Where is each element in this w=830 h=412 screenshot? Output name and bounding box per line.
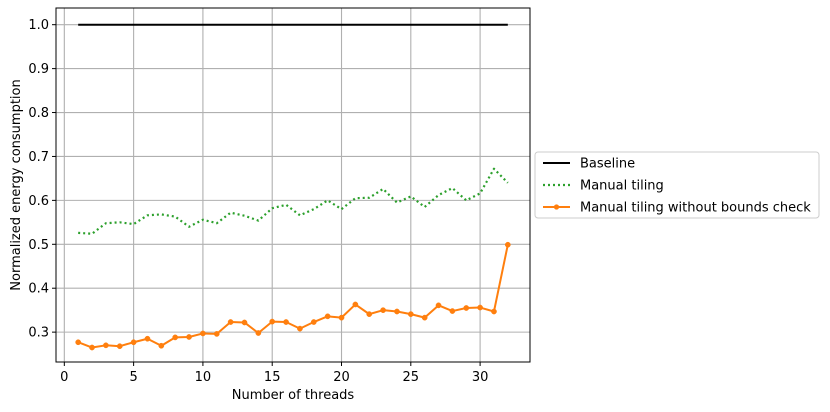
data-point-manual-tiling-without-bounds-check	[324, 313, 331, 320]
data-point-manual-tiling-without-bounds-check	[255, 330, 262, 336]
data-point-manual-tiling-without-bounds-check	[75, 339, 82, 346]
x-axis-label: Number of threads	[232, 388, 355, 403]
axes	[52, 7, 531, 366]
series-lines	[75, 23, 511, 351]
data-point-manual-tiling-without-bounds-check	[504, 241, 511, 248]
data-point-manual-tiling-without-bounds-check	[89, 344, 95, 351]
y-axis-label: Normalized energy consumption	[9, 79, 24, 290]
data-point-manual-tiling-without-bounds-check	[213, 331, 220, 337]
data-point-manual-tiling-without-bounds-check	[352, 301, 359, 308]
x-tick-label: 30	[472, 370, 489, 385]
data-point-manual-tiling-without-bounds-check	[297, 325, 303, 332]
y-tick-label: 1.0	[28, 18, 49, 33]
data-point-manual-tiling-without-bounds-check	[449, 308, 456, 314]
data-point-manual-tiling-without-bounds-check	[186, 334, 192, 340]
data-point-manual-tiling-without-bounds-check	[407, 311, 414, 317]
legend-marker-manual-tiling-without-bounds-check	[553, 204, 560, 210]
data-point-manual-tiling-without-bounds-check	[463, 305, 470, 311]
data-point-manual-tiling-without-bounds-check	[366, 311, 373, 317]
data-point-manual-tiling-without-bounds-check	[130, 339, 137, 346]
data-point-manual-tiling-without-bounds-check	[200, 330, 206, 337]
legend-label-baseline: Baseline	[580, 157, 635, 172]
x-tick-label: 20	[333, 370, 350, 385]
y-tick-label: 0.3	[28, 326, 49, 341]
y-tick-label: 0.9	[28, 62, 49, 77]
legend-label-manual-tiling-without-bounds-check: Manual tiling without bounds check	[580, 201, 811, 216]
data-point-manual-tiling-without-bounds-check	[435, 302, 442, 309]
y-tick-label: 0.7	[28, 150, 49, 165]
y-tick-label: 0.6	[28, 194, 49, 209]
data-point-manual-tiling-without-bounds-check	[116, 343, 123, 350]
x-tick-label: 15	[264, 370, 281, 385]
x-tick-label: 10	[195, 370, 212, 385]
y-tick-label: 0.5	[28, 238, 49, 253]
plot-area-background	[56, 8, 530, 362]
legend-frame	[534, 151, 820, 219]
legend-items: Baseline Manual tiling Manual tiling witho…	[543, 157, 811, 216]
data-point-manual-tiling-without-bounds-check	[172, 334, 179, 341]
data-point-manual-tiling-without-bounds-check	[103, 342, 109, 349]
data-point-manual-tiling-without-bounds-check	[338, 314, 345, 321]
data-point-manual-tiling-without-bounds-check	[380, 307, 386, 314]
data-point-manual-tiling-without-bounds-check	[241, 319, 248, 326]
data-point-manual-tiling-without-bounds-check	[491, 308, 497, 315]
data-point-manual-tiling-without-bounds-check	[144, 335, 151, 342]
tick-labels: 0 5 10 15 20 25 30 0.3 0.4 0.5 0.6 0.7 0.8 0.9 1.0	[28, 18, 488, 385]
x-tick-label: 25	[403, 370, 420, 385]
data-point-manual-tiling-without-bounds-check	[227, 319, 234, 325]
x-tick-label: 0	[60, 370, 68, 385]
data-point-manual-tiling-without-bounds-check	[269, 318, 276, 325]
series-line-manual-tiling	[78, 167, 509, 235]
plot-frame	[55, 7, 531, 363]
data-point-manual-tiling-without-bounds-check	[421, 314, 428, 321]
data-point-manual-tiling-without-bounds-check	[158, 342, 165, 349]
x-tick-label: 5	[129, 370, 137, 385]
data-point-manual-tiling-without-bounds-check	[394, 308, 400, 315]
data-point-manual-tiling-without-bounds-check	[283, 319, 289, 325]
legend-label-manual-tiling: Manual tiling	[580, 179, 664, 194]
legend: Baseline Manual tiling Manual tiling witho…	[534, 151, 820, 219]
y-tick-label: 0.4	[28, 282, 49, 297]
data-point-manual-tiling-without-bounds-check	[477, 304, 483, 311]
data-point-manual-tiling-without-bounds-check	[310, 319, 317, 325]
y-tick-label: 0.8	[28, 106, 49, 121]
